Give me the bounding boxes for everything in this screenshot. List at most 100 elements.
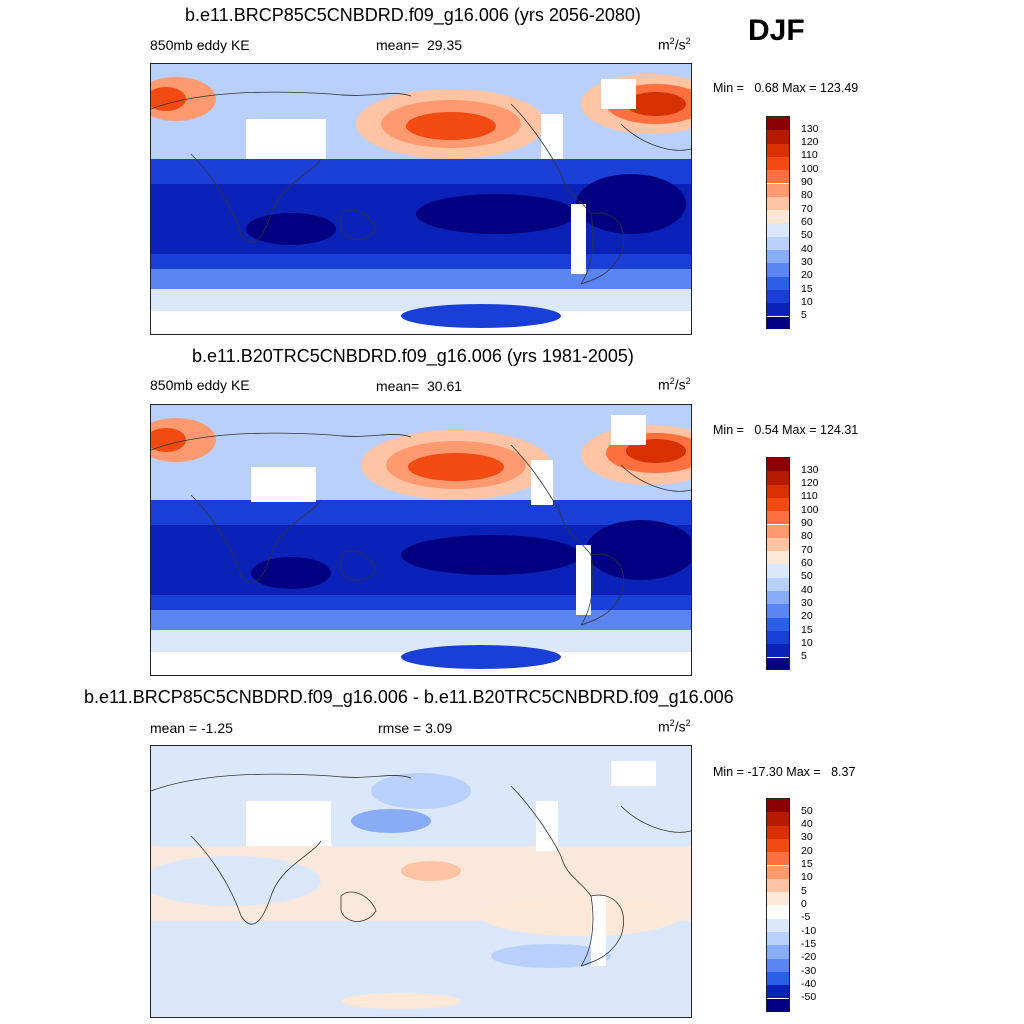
- colorbar-swatch: [767, 865, 789, 879]
- panel3-title: b.e11.BRCP85C5CNBDRD.f09_g16.006 - b.e11…: [84, 687, 734, 707]
- colorbar-swatch: [767, 117, 789, 131]
- colorbar-swatch: [767, 130, 789, 144]
- colorbar2-tick: 100: [801, 504, 819, 516]
- colorbar2-tick: 110: [801, 490, 818, 502]
- colorbar1-tick: 30: [801, 256, 813, 268]
- colorbar2-tick: 20: [801, 610, 813, 622]
- panel2-title: b.e11.B20TRC5CNBDRD.f09_g16.006 (yrs 198…: [192, 346, 634, 366]
- season-label: DJF: [748, 14, 805, 47]
- colorbar1-tick: 90: [801, 176, 813, 188]
- colorbar-swatch: [767, 524, 789, 538]
- colorbar3-tick: 30: [801, 831, 813, 843]
- colorbar-swatch: [767, 878, 789, 893]
- colorbar3-tick: -10: [801, 925, 817, 937]
- colorbar-swatch: [767, 985, 789, 999]
- colorbar-swatch: [767, 210, 789, 224]
- colorbar-swatch: [767, 143, 789, 157]
- colorbar2-tick: 30: [801, 597, 813, 609]
- colorbar3-tick: 20: [801, 845, 813, 857]
- colorbar1-tick: 10: [801, 296, 813, 308]
- colorbar-swatch: [767, 657, 789, 670]
- colorbar-swatch: [767, 196, 789, 211]
- colorbar1-tick: 110: [801, 149, 818, 161]
- colorbar1-tick: 70: [801, 203, 813, 215]
- colorbar2-tick: 70: [801, 544, 813, 556]
- panel2-variable-label: 850mb eddy KE: [150, 377, 250, 393]
- colorbar2-tick: 60: [801, 557, 813, 569]
- panel1-variable-label: 850mb eddy KE: [150, 37, 250, 53]
- panel2-minmax: Min = 0.54 Max = 124.31: [713, 423, 859, 437]
- panel3-colorbar: [766, 798, 790, 1012]
- panel3-minmax: Min = -17.30 Max = 8.37: [713, 765, 856, 779]
- colorbar-swatch: [767, 644, 789, 658]
- colorbar-swatch: [767, 918, 789, 932]
- colorbar3-tick: 5: [801, 885, 807, 897]
- colorbar-swatch: [767, 998, 789, 1012]
- colorbar3-tick: -50: [801, 991, 817, 1003]
- colorbar3-tick: -40: [801, 978, 817, 990]
- panel2-units: m2/s2: [658, 376, 691, 393]
- colorbar2-tick: 130: [801, 464, 819, 476]
- colorbar-swatch: [767, 604, 789, 618]
- colorbar-swatch: [767, 497, 789, 512]
- panel2-mean: mean= 30.61: [376, 378, 463, 394]
- panel3-units: m2/s2: [658, 718, 691, 735]
- panel1-mean: mean= 29.35: [376, 37, 463, 53]
- colorbar2-tick: 10: [801, 637, 813, 649]
- colorbar-swatch: [767, 289, 789, 304]
- panel3-map: [150, 745, 692, 1018]
- colorbar2-tick: 5: [801, 650, 807, 662]
- colorbar-swatch: [767, 564, 789, 578]
- colorbar-swatch: [767, 537, 789, 552]
- panel2-colorbar: [766, 457, 790, 670]
- colorbar-swatch: [767, 303, 789, 317]
- panel1-map: [150, 63, 692, 335]
- colorbar-swatch: [767, 958, 789, 972]
- colorbar-swatch: [767, 617, 789, 631]
- colorbar3-tick: -20: [801, 951, 817, 963]
- colorbar1-tick: 120: [801, 136, 819, 148]
- colorbar-swatch: [767, 223, 789, 237]
- panel1-units: m2/s2: [658, 36, 691, 53]
- colorbar2-tick: 50: [801, 570, 813, 582]
- colorbar1-tick: 20: [801, 269, 813, 281]
- colorbar-swatch: [767, 932, 789, 946]
- colorbar3-tick: -15: [801, 938, 817, 950]
- colorbar-swatch: [767, 183, 789, 197]
- panel3-rmse: rmse = 3.09: [378, 720, 453, 736]
- colorbar1-tick: 80: [801, 189, 813, 201]
- panel3-mean: mean = -1.25: [150, 720, 233, 736]
- colorbar1-tick: 50: [801, 229, 813, 241]
- colorbar-swatch: [767, 971, 789, 986]
- colorbar-swatch: [767, 945, 789, 959]
- colorbar1-tick: 100: [801, 163, 819, 175]
- colorbar2-tick: 80: [801, 530, 813, 542]
- colorbar-swatch: [767, 838, 789, 853]
- colorbar-swatch: [767, 316, 789, 329]
- colorbar-swatch: [767, 812, 789, 826]
- panel1-colorbar: [766, 116, 790, 329]
- colorbar-swatch: [767, 905, 789, 919]
- colorbar2-tick: 120: [801, 477, 819, 489]
- colorbar-swatch: [767, 799, 789, 813]
- colorbar-swatch: [767, 156, 789, 171]
- colorbar-swatch: [767, 825, 789, 839]
- panel2-map: [150, 404, 692, 676]
- colorbar3-tick: 10: [801, 871, 813, 883]
- colorbar3-tick: 50: [801, 805, 813, 817]
- panel1-title: b.e11.BRCP85C5CNBDRD.f09_g16.006 (yrs 20…: [185, 5, 641, 25]
- colorbar1-tick: 40: [801, 243, 813, 255]
- colorbar2-tick: 15: [801, 624, 813, 636]
- colorbar3-tick: -30: [801, 965, 817, 977]
- colorbar1-tick: 60: [801, 216, 813, 228]
- colorbar1-tick: 5: [801, 309, 807, 321]
- colorbar3-tick: -5: [801, 911, 811, 923]
- colorbar-swatch: [767, 591, 789, 605]
- colorbar-swatch: [767, 484, 789, 498]
- colorbar-swatch: [767, 458, 789, 472]
- colorbar2-tick: 40: [801, 584, 813, 596]
- colorbar3-tick: 15: [801, 858, 813, 870]
- colorbar-swatch: [767, 276, 789, 290]
- colorbar3-tick: 40: [801, 818, 813, 830]
- colorbar1-tick: 15: [801, 283, 813, 295]
